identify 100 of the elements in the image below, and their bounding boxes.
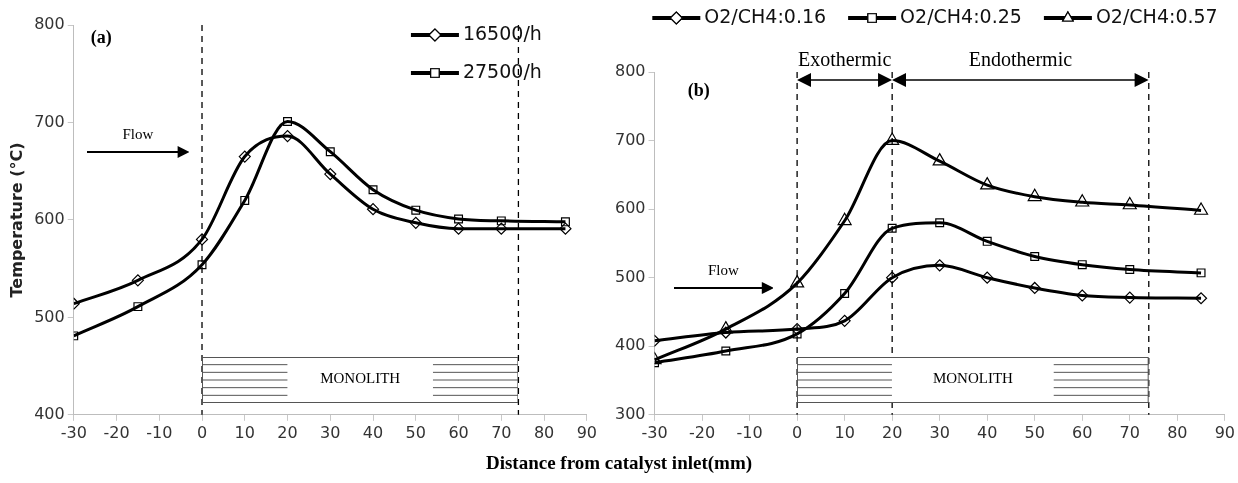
annotation: Flow	[122, 125, 154, 143]
point	[982, 236, 992, 246]
legend-label: 16500/h	[462, 21, 542, 44]
x-tick-label: -10	[146, 422, 173, 442]
x-tick-label: 50	[405, 422, 426, 442]
point	[981, 271, 994, 284]
y-tick-label: 700	[614, 129, 646, 149]
y-tick-label: 500	[614, 266, 646, 286]
annotation: (a)	[90, 27, 112, 48]
text: Endothermic	[968, 48, 1073, 71]
x-tick-label: -20	[688, 422, 716, 442]
point	[1125, 264, 1135, 274]
point	[238, 150, 251, 163]
point	[837, 212, 852, 226]
point	[840, 288, 850, 298]
point	[1123, 291, 1136, 304]
y-tick-label: 400	[34, 403, 65, 423]
text: Exothermic	[797, 48, 892, 71]
point	[281, 129, 294, 143]
x-tick-label: 40	[362, 422, 384, 442]
x-tick-label: -20	[103, 422, 130, 442]
x-tick-label: 40	[977, 422, 998, 442]
point	[195, 233, 209, 246]
x-tick-label: 10	[234, 422, 255, 442]
y-tick-label: 800	[34, 14, 65, 34]
x-tick-label: 60	[1072, 422, 1093, 442]
legend-label: O2/CH4:0.57	[1095, 4, 1218, 27]
point	[495, 222, 508, 235]
y-tick-label: 400	[614, 335, 646, 355]
point	[1122, 196, 1137, 210]
x-tick-label: 20	[277, 422, 298, 442]
legend-label: O2/CH4:0.16	[704, 4, 827, 27]
point	[935, 218, 945, 228]
point	[887, 223, 897, 233]
point	[1077, 260, 1087, 270]
point	[283, 116, 293, 126]
annotation: MONOLITH	[932, 369, 1013, 387]
x-tick-label: 80	[1167, 422, 1188, 442]
point	[721, 346, 731, 356]
x-tick-label: 20	[881, 422, 903, 442]
y-tick-label: 700	[34, 111, 65, 131]
x-tick-label: 90	[1214, 422, 1235, 442]
y-tick-label: 300	[614, 403, 646, 423]
point	[411, 205, 421, 215]
x-tick-label: 10	[834, 422, 855, 442]
point	[454, 214, 464, 224]
point	[1076, 289, 1089, 302]
point	[366, 203, 380, 216]
point	[131, 274, 144, 287]
y-tick-label: 600	[614, 198, 646, 218]
point	[790, 275, 805, 288]
point	[838, 314, 851, 327]
x-tick-label: 80	[533, 422, 555, 442]
annotation: MONOLITH	[320, 369, 401, 387]
point	[1028, 281, 1041, 295]
y-axis-title: Temperature (°C)	[6, 142, 26, 298]
point	[1196, 268, 1206, 278]
point	[1027, 188, 1042, 202]
point	[792, 329, 802, 339]
x-tick-label: 90	[576, 422, 597, 442]
point	[452, 222, 465, 235]
point	[933, 259, 946, 272]
y-tick-label: 600	[34, 209, 65, 229]
x-tick-label: 70	[491, 422, 512, 442]
point	[1030, 251, 1040, 261]
point	[932, 153, 947, 166]
point	[240, 195, 250, 205]
point	[197, 260, 207, 270]
x-tick-label: 30	[929, 422, 950, 442]
x-tick-label: 0	[196, 422, 208, 442]
legend-label: O2/CH4:0.25	[900, 4, 1022, 27]
point	[324, 168, 337, 181]
point	[1193, 202, 1209, 215]
point	[496, 216, 506, 226]
point	[560, 217, 570, 227]
point	[1194, 292, 1208, 305]
point	[718, 321, 733, 334]
annotation: Flow	[708, 261, 739, 279]
point	[133, 302, 143, 312]
x-tick-label: 70	[1119, 422, 1140, 442]
point	[1075, 194, 1090, 207]
y-tick-label: 800	[614, 61, 646, 81]
x-tick-label: 60	[448, 422, 469, 442]
point	[885, 132, 900, 145]
x-tick-label: -30	[641, 422, 668, 442]
x-tick-label: -30	[60, 422, 87, 442]
point	[368, 185, 378, 195]
legend-label: 27500/h	[462, 59, 542, 82]
point	[409, 216, 422, 229]
x-axis-title: Distance from catalyst inlet(mm)	[484, 452, 754, 474]
point	[980, 177, 995, 190]
x-tick-label: 50	[1024, 422, 1045, 442]
x-tick-label: 30	[320, 422, 341, 442]
annotation: (b)	[687, 80, 710, 101]
point	[886, 271, 899, 284]
point	[559, 222, 572, 235]
x-tick-label: 0	[792, 422, 803, 442]
x-tick-label: -10	[736, 422, 763, 442]
y-tick-label: 500	[34, 306, 65, 326]
point	[325, 147, 335, 157]
